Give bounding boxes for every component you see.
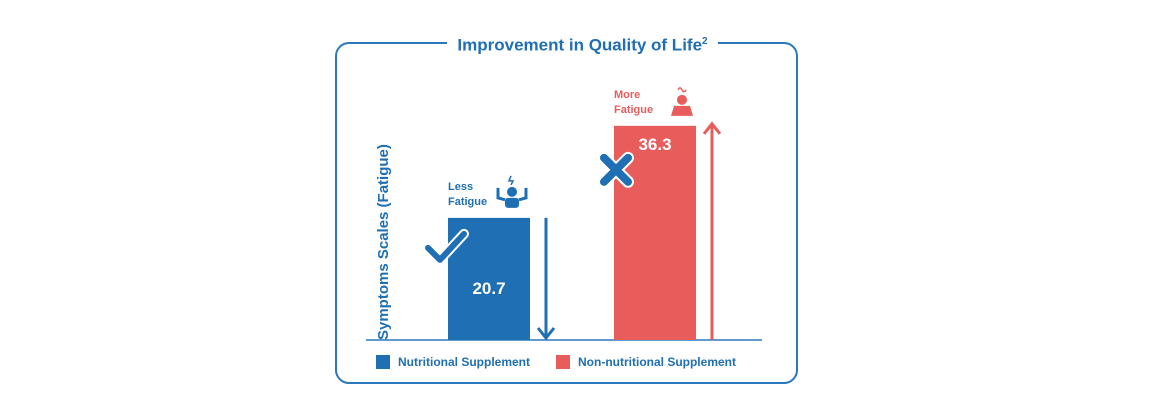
tired-person-body <box>671 105 693 116</box>
annotation-line1-0: Less <box>448 181 473 193</box>
strong-person-body <box>505 197 519 208</box>
arrow-up-icon <box>702 121 722 135</box>
legend-swatch-non-nutritional <box>556 355 570 369</box>
annotation-line2-1: Fatigue <box>614 104 653 116</box>
chart-legend: Nutritional Supplement Non-nutritional S… <box>376 352 736 372</box>
bar-value-label-0: 20.7 <box>472 279 505 298</box>
checkmark-icon <box>425 230 467 263</box>
lightning-icon <box>507 175 515 186</box>
annotation-line1-1: More <box>614 89 640 101</box>
tired-person-icon <box>677 94 687 105</box>
strong-person-left-arm <box>496 187 506 202</box>
arrow-down-icon <box>536 327 556 341</box>
bar-value-label-1: 36.3 <box>638 135 671 154</box>
legend-label-nutritional: Nutritional Supplement <box>398 355 530 369</box>
legend-item-nutritional: Nutritional Supplement <box>376 355 530 369</box>
annotation-line2-0: Fatigue <box>448 196 487 208</box>
y-axis-label: Symptoms Scales (Fatigue) <box>375 144 392 340</box>
strong-person-right-arm <box>518 187 528 202</box>
legend-label-non-nutritional: Non-nutritional Supplement <box>578 355 736 369</box>
legend-item-non-nutritional: Non-nutritional Supplement <box>556 355 736 369</box>
stress-scribble-icon <box>677 87 687 93</box>
legend-swatch-nutritional <box>376 355 390 369</box>
cross-icon <box>600 153 632 186</box>
strong-person-icon <box>507 186 517 197</box>
